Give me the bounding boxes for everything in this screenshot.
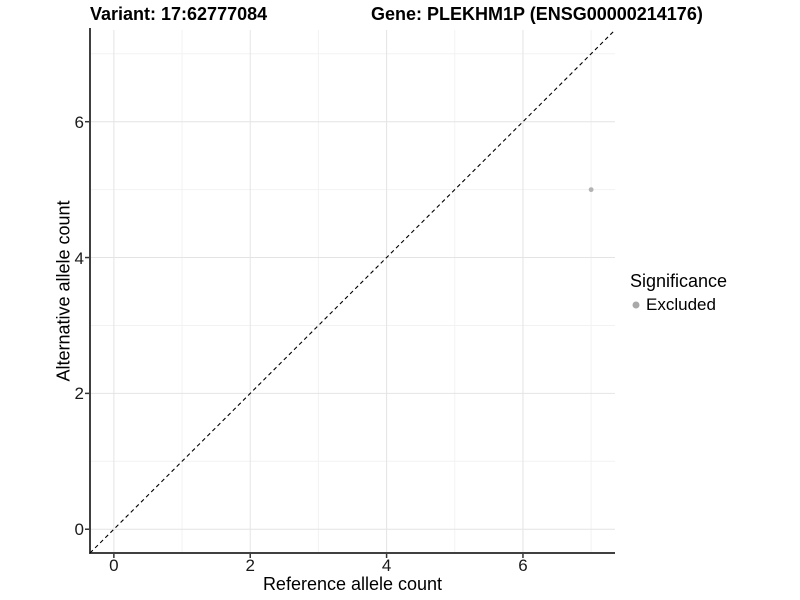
y-tick-label: 4 — [74, 248, 84, 268]
legend-item-label: Excluded — [646, 295, 716, 314]
legend-item-excluded: Excluded — [630, 295, 727, 315]
y-axis-title: Alternative allele count — [53, 200, 74, 382]
data-point — [588, 187, 594, 193]
x-tick-label: 6 — [518, 556, 528, 575]
legend: Significance Excluded — [630, 271, 727, 315]
x-tick-label: 4 — [381, 556, 392, 575]
y-tick-label: 2 — [74, 384, 84, 404]
legend-key-dot-icon — [632, 301, 640, 309]
y-tick-label: 0 — [74, 520, 84, 540]
identity-dashed-line — [89, 29, 616, 554]
legend-title: Significance — [630, 271, 728, 291]
plot-title-variant: Variant: 17:62777084 — [90, 4, 268, 24]
x-axis-title: Reference allele count — [262, 574, 443, 594]
plot-title-gene: Gene: PLEKHM1P (ENSG00000214176) — [371, 4, 703, 24]
y-tick-label: 6 — [74, 112, 84, 132]
x-tick-label: 0 — [109, 556, 119, 575]
x-tick-label: 2 — [245, 556, 255, 575]
